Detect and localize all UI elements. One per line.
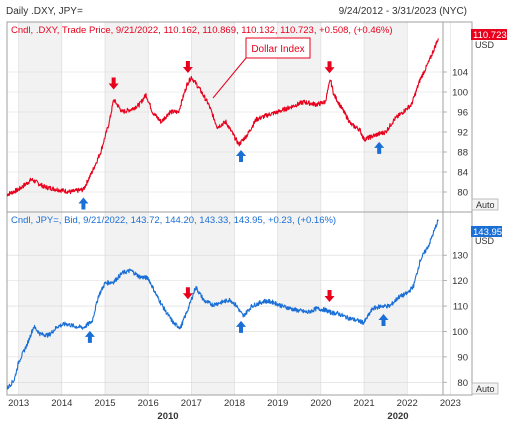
x-tick-label: 2023 bbox=[440, 398, 461, 409]
x-tick-label: 2020 bbox=[310, 398, 331, 409]
dxy-axis-unit: USD bbox=[475, 40, 495, 50]
x-axis-labels: 2013 2014 2015 2016 2017 2018 2019 2020 2021 2022… bbox=[8, 398, 461, 422]
x-tick-label: 2021 bbox=[353, 398, 374, 409]
year-shading-bands bbox=[18, 22, 408, 395]
y-tick-label: 120 bbox=[452, 276, 468, 287]
year-band-2015 bbox=[105, 22, 149, 395]
ticks-layer: 80 84 88 92 96 100 104 80 90 100 110 120 130 bbox=[443, 68, 468, 389]
year-band-2017 bbox=[191, 22, 235, 395]
y-tick-label: 90 bbox=[457, 352, 468, 363]
y-tick-label: 100 bbox=[452, 327, 468, 338]
dxy-auto-scale-label[interactable]: Auto bbox=[476, 200, 495, 210]
dxy-last-value-badge bbox=[471, 29, 507, 40]
y-tick-label: 96 bbox=[457, 108, 468, 119]
down-arrow-marker bbox=[182, 287, 193, 300]
up-arrow-marker bbox=[236, 320, 247, 333]
y-tick-label: 80 bbox=[457, 188, 468, 199]
up-arrow-marker bbox=[84, 330, 95, 343]
y-tick-label: 104 bbox=[452, 68, 468, 79]
jpy-legend: Cndl, JPY=, Bid, 9/21/2022, 143.72, 144.… bbox=[11, 215, 336, 226]
jpy-price-line bbox=[6, 219, 439, 390]
up-arrow-marker bbox=[78, 197, 89, 210]
up-arrow-marker bbox=[378, 314, 389, 327]
header-title: Daily .DXY, JPY= bbox=[6, 6, 83, 17]
series-layer bbox=[6, 38, 439, 390]
up-arrow-marker bbox=[374, 141, 385, 154]
dxy-last-value: 110.723 bbox=[473, 30, 507, 41]
jpy-last-value-badge bbox=[471, 226, 502, 237]
y-tick-label: 130 bbox=[452, 251, 468, 262]
y-tick-label: 92 bbox=[457, 128, 468, 139]
dxy-auto-scale-button[interactable] bbox=[471, 198, 499, 211]
x-tick-label: 2016 bbox=[138, 398, 159, 409]
header-range: 9/24/2012 - 3/31/2023 (NYC) bbox=[339, 6, 467, 17]
x-tick-label: 2019 bbox=[267, 398, 288, 409]
x-tick-label: 2018 bbox=[224, 398, 245, 409]
dxy-price-line bbox=[6, 38, 439, 197]
down-arrow-marker bbox=[182, 61, 193, 73]
year-band-2013 bbox=[18, 22, 62, 395]
y-tick-label: 88 bbox=[457, 148, 468, 159]
dollar-index-annotation: Dollar Index bbox=[251, 44, 304, 55]
year-band-2021 bbox=[364, 22, 408, 395]
down-arrow-marker bbox=[324, 289, 335, 302]
jpy-auto-scale-button[interactable] bbox=[471, 382, 499, 395]
gridlines bbox=[7, 22, 451, 395]
dxy-legend: Cndl, .DXY, Trade Price, 9/21/2022, 110.… bbox=[11, 25, 393, 36]
arrows-layer bbox=[78, 61, 389, 343]
jpy-auto-scale-label[interactable]: Auto bbox=[476, 384, 495, 394]
annotation-leader-line bbox=[212, 57, 247, 99]
x-tick-label: 2017 bbox=[181, 398, 202, 409]
decade-label: 2010 bbox=[157, 411, 178, 422]
jpy-last-value: 143.95 bbox=[473, 227, 502, 238]
jpy-axis-unit: USD bbox=[475, 236, 495, 246]
x-tick-label: 2015 bbox=[94, 398, 115, 409]
x-tick-label: 2014 bbox=[51, 398, 72, 409]
year-band-2019 bbox=[277, 22, 321, 395]
down-arrow-marker bbox=[108, 77, 119, 90]
down-arrow-marker bbox=[324, 61, 335, 74]
up-arrow-marker bbox=[236, 150, 247, 162]
decade-label: 2020 bbox=[387, 411, 408, 422]
y-tick-label: 84 bbox=[457, 168, 468, 179]
y-tick-label: 110 bbox=[453, 302, 468, 313]
y-tick-label: 100 bbox=[452, 88, 468, 99]
x-tick-label: 2013 bbox=[8, 398, 29, 409]
dollar-index-annotation-box bbox=[245, 37, 311, 59]
y-tick-label: 80 bbox=[457, 378, 468, 389]
x-tick-label: 2022 bbox=[397, 398, 418, 409]
